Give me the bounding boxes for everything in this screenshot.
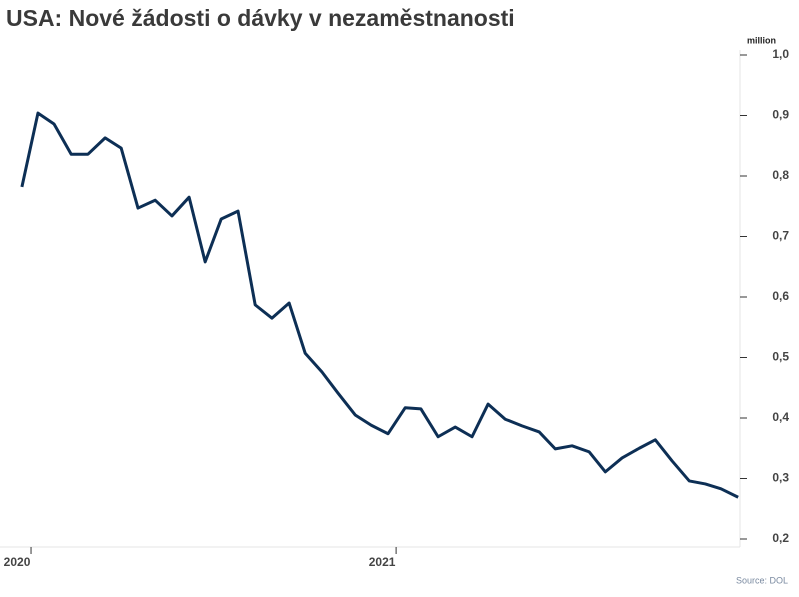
- x-tick-label: 2020: [4, 555, 31, 569]
- source: Source: DOL: [736, 575, 788, 585]
- x-tick-label: 2021: [369, 555, 396, 569]
- y-tick-label: 0,6: [772, 289, 789, 303]
- y-tick-label: 0,5: [772, 350, 789, 364]
- y-tick-label: 1,0: [772, 47, 789, 61]
- y-tick-label: 0,9: [772, 108, 789, 122]
- chart-title: USA: Nové žádosti o dávky v nezaměstnano…: [6, 5, 515, 31]
- y-tick-label: 0,3: [772, 471, 789, 485]
- y-tick-label: 0,8: [772, 168, 789, 182]
- y-tick-label: 0,4: [772, 410, 789, 424]
- y-tick-label: 0,2: [772, 531, 789, 545]
- y-tick-label: 0,7: [772, 229, 789, 243]
- y-unit: million: [747, 35, 776, 45]
- data-line: [20, 111, 739, 499]
